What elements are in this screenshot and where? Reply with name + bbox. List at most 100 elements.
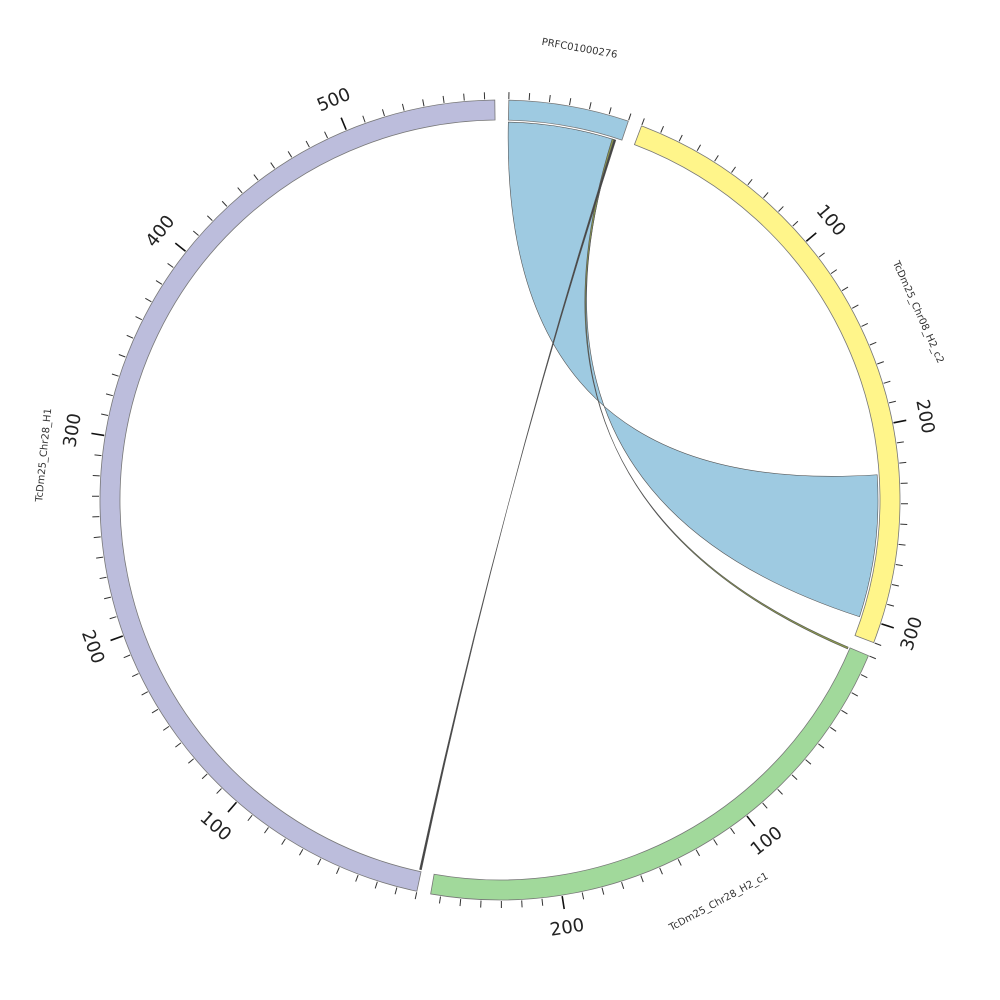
- tick-TcDm25_Chr28_H1-10: [394, 887, 398, 895]
- tick-TcDm25_Chr28_H2_c1-250: [459, 899, 462, 907]
- tick-TcDm25_Chr28_H1-130: [188, 758, 195, 764]
- link-2-PRFC01000276-to-TcDm25_Chr28_H1: [419, 139, 617, 871]
- tick-TcDm25_Chr28_H1-210: [109, 616, 117, 620]
- tick-TcDm25_Chr28_H1-70: [281, 838, 286, 845]
- tick-TcDm25_Chr28_H1-500: [340, 117, 347, 130]
- tick-PRFC01000276-60: [628, 113, 632, 121]
- tick-label-TcDm25_Chr08_H2_c2-200: 200: [911, 398, 938, 436]
- tick-TcDm25_Chr28_H1-360: [135, 316, 143, 321]
- tick-label-TcDm25_Chr28_H1-100: 100: [196, 807, 236, 845]
- tick-TcDm25_Chr08_H2_c2-190: [888, 400, 896, 404]
- tick-TcDm25_Chr28_H1-440: [237, 187, 243, 194]
- tick-TcDm25_Chr08_H2_c2-140: [851, 304, 859, 309]
- tick-TcDm25_Chr28_H1-200: [110, 635, 124, 642]
- tick-TcDm25_Chr28_H1-60: [298, 848, 304, 856]
- tick-TcDm25_Chr28_H2_c1-30: [841, 709, 848, 715]
- tick-TcDm25_Chr28_H1-190: [123, 654, 131, 659]
- tick-TcDm25_Chr28_H1-530: [401, 103, 405, 111]
- tick-TcDm25_Chr08_H2_c2-200: [893, 419, 907, 424]
- tick-TcDm25_Chr08_H2_c2-90: [792, 220, 799, 227]
- tick-TcDm25_Chr08_H2_c2-210: [896, 441, 904, 444]
- tick-TcDm25_Chr28_H1-40: [336, 867, 340, 874]
- tick-TcDm25_Chr28_H2_c1-0: [869, 655, 877, 660]
- tick-TcDm25_Chr28_H1-300: [91, 432, 105, 437]
- tick-TcDm25_Chr28_H1-350: [126, 334, 134, 339]
- tick-TcDm25_Chr28_H1-250: [93, 536, 101, 539]
- tick-label-TcDm25_Chr28_H1-400: 400: [142, 211, 180, 251]
- tick-TcDm25_Chr28_H1-240: [96, 556, 104, 559]
- tick-TcDm25_Chr28_H1-560: [463, 93, 465, 101]
- link-0-PRFC01000276-to-TcDm25_Chr08_H2_c2: [507, 121, 879, 618]
- tick-TcDm25_Chr28_H1-50: [317, 858, 322, 866]
- tick-TcDm25_Chr08_H2_c2-110: [818, 252, 825, 258]
- tick-TcDm25_Chr28_H1-160: [151, 708, 159, 714]
- tick-TcDm25_Chr08_H2_c2-20: [678, 134, 683, 142]
- tick-label-TcDm25_Chr08_H2_c2-300: 300: [897, 614, 928, 653]
- tick-TcDm25_Chr28_H2_c1-100: [746, 815, 756, 827]
- segment-label-TcDm25_Chr28_H1: TcDm25_Chr28_H1: [34, 408, 54, 504]
- tick-TcDm25_Chr28_H2_c1-190: [581, 892, 585, 900]
- tick-TcDm25_Chr28_H2_c1-80: [777, 788, 783, 795]
- tick-TcDm25_Chr28_H1-420: [206, 215, 213, 221]
- tick-TcDm25_Chr08_H2_c2-260: [898, 543, 906, 546]
- tick-TcDm25_Chr08_H2_c2-280: [891, 584, 899, 587]
- tick-TcDm25_Chr28_H2_c1-70: [791, 774, 798, 780]
- segment-label-TcDm25_Chr28_H2_c1: TcDm25_Chr28_H2_c1: [667, 871, 771, 934]
- tick-TcDm25_Chr28_H2_c1-120: [713, 839, 718, 846]
- tick-TcDm25_Chr28_H1-540: [422, 99, 425, 107]
- tick-TcDm25_Chr08_H2_c2-310: [874, 642, 882, 646]
- tick-TcDm25_Chr28_H2_c1-200: [561, 896, 565, 910]
- tick-TcDm25_Chr28_H2_c1-260: [438, 896, 441, 904]
- tick-TcDm25_Chr08_H2_c2-130: [841, 286, 849, 292]
- segments-layer: [99, 99, 901, 901]
- tick-TcDm25_Chr08_H2_c2-30: [696, 144, 702, 152]
- tick-TcDm25_Chr28_H1-460: [270, 162, 276, 169]
- tick-TcDm25_Chr28_H2_c1-50: [818, 743, 825, 749]
- tick-TcDm25_Chr28_H2_c1-130: [695, 849, 700, 857]
- tick-TcDm25_Chr28_H1-330: [111, 373, 119, 377]
- tick-TcDm25_Chr28_H1-480: [305, 140, 310, 148]
- tick-TcDm25_Chr28_H2_c1-170: [621, 881, 625, 889]
- tick-TcDm25_Chr08_H2_c2-40: [714, 155, 719, 162]
- tick-label-TcDm25_Chr28_H1-500: 500: [314, 84, 354, 117]
- tick-TcDm25_Chr28_H1-180: [131, 673, 139, 678]
- tick-TcDm25_Chr28_H1-340: [118, 354, 126, 358]
- tick-TcDm25_Chr28_H1-80: [264, 827, 269, 834]
- tick-TcDm25_Chr28_H2_c1-210: [541, 898, 544, 906]
- tick-TcDm25_Chr08_H2_c2-80: [778, 206, 784, 212]
- tick-TcDm25_Chr28_H1-120: [201, 773, 208, 780]
- tick-TcDm25_Chr08_H2_c2-290: [887, 603, 895, 607]
- segment-label-PRFC01000276: PRFC01000276: [541, 37, 618, 61]
- tick-TcDm25_Chr28_H1-100: [227, 801, 238, 813]
- tick-TcDm25_Chr28_H1-430: [221, 200, 228, 207]
- tick-TcDm25_Chr28_H1-410: [192, 230, 199, 236]
- tick-TcDm25_Chr28_H1-220: [104, 596, 112, 600]
- tick-TcDm25_Chr08_H2_c2-150: [861, 322, 869, 327]
- tick-TcDm25_Chr28_H1-400: [174, 242, 187, 252]
- tick-label-TcDm25_Chr28_H1-300: 300: [60, 412, 86, 449]
- tick-TcDm25_Chr28_H2_c1-140: [677, 859, 682, 866]
- tick-TcDm25_Chr28_H1-110: [216, 788, 222, 794]
- tick-PRFC01000276-10: [528, 93, 531, 101]
- link-1-PRFC01000276-to-TcDm25_Chr28_H2_c1: [584, 138, 849, 650]
- tick-TcDm25_Chr28_H2_c1-150: [659, 867, 663, 875]
- tick-TcDm25_Chr28_H1-290: [94, 454, 102, 457]
- tick-PRFC01000276-40: [589, 102, 592, 110]
- tick-TcDm25_Chr28_H2_c1-180: [601, 887, 605, 895]
- tick-TcDm25_Chr28_H1-30: [355, 874, 359, 882]
- links-layer: [419, 121, 879, 871]
- tick-TcDm25_Chr28_H1-320: [105, 393, 113, 397]
- tick-TcDm25_Chr28_H1-140: [175, 742, 182, 748]
- tick-TcDm25_Chr28_H1-450: [253, 174, 259, 181]
- segment-label-TcDm25_Chr08_H2_c2: TcDm25_Chr08_H2_c2: [890, 259, 946, 366]
- tick-TcDm25_Chr08_H2_c2-50: [731, 166, 736, 173]
- tick-TcDm25_Chr28_H1-370: [145, 297, 152, 303]
- ticks-layer: [91, 92, 908, 910]
- tick-TcDm25_Chr08_H2_c2-160: [869, 341, 877, 346]
- tick-TcDm25_Chr08_H2_c2-100: [805, 232, 817, 242]
- tick-TcDm25_Chr08_H2_c2-60: [747, 178, 753, 186]
- tick-TcDm25_Chr28_H2_c1-40: [830, 726, 837, 732]
- tick-TcDm25_Chr28_H2_c1-110: [730, 827, 736, 835]
- tick-TcDm25_Chr08_H2_c2-0: [641, 118, 645, 126]
